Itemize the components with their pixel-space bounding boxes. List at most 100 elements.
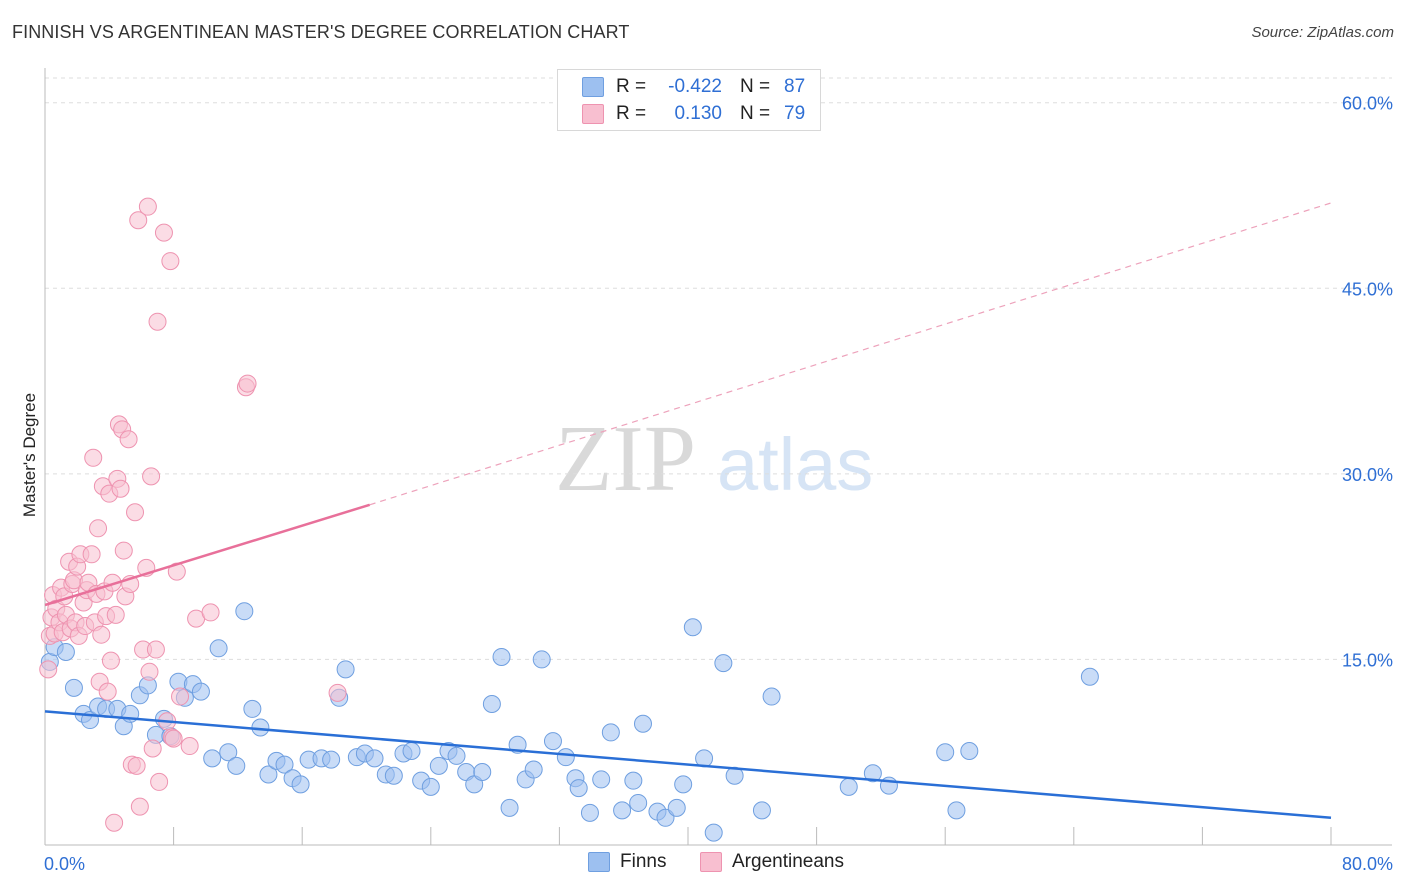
- point-finns: [762, 687, 781, 706]
- watermark-zip: ZIP: [555, 407, 696, 511]
- point-finns: [291, 775, 310, 794]
- point-finns: [704, 823, 723, 842]
- point-argentineans: [161, 252, 180, 271]
- legend-label-argentineans: Argentineans: [732, 851, 844, 872]
- trend-line-argentineans-extension: [369, 202, 1332, 506]
- point-finns: [421, 777, 440, 796]
- point-argentineans: [119, 430, 138, 449]
- point-argentineans: [126, 503, 145, 522]
- point-finns: [322, 750, 341, 769]
- x-tick-label: 80.0%: [1342, 854, 1393, 874]
- point-finns: [429, 756, 448, 775]
- legend-row-finns: R = -0.422 N = 87: [582, 74, 805, 100]
- point-argentineans: [101, 651, 120, 670]
- point-finns: [219, 743, 238, 762]
- series-finns: [40, 602, 1099, 842]
- correlation-legend: R = -0.422 N = 87 R = 0.130 N = 79: [557, 69, 821, 131]
- point-argentineans: [146, 640, 165, 659]
- point-finns: [580, 803, 599, 822]
- point-finns: [569, 779, 588, 798]
- point-argentineans: [106, 605, 125, 624]
- point-finns: [209, 639, 228, 658]
- point-argentineans: [89, 519, 108, 538]
- legend-r-value: -0.422: [668, 76, 722, 97]
- gridlines: [45, 77, 1392, 660]
- chart-title: FINNISH VS ARGENTINEAN MASTER'S DEGREE C…: [12, 22, 630, 42]
- point-argentineans: [201, 603, 220, 622]
- point-finns: [227, 756, 246, 775]
- point-finns: [667, 798, 686, 817]
- y-axis-label: Master's Degree: [20, 393, 39, 517]
- legend-swatch-finns: [582, 77, 604, 97]
- point-finns: [275, 755, 294, 774]
- legend-n-value: 79: [784, 103, 806, 124]
- legend-item-finns[interactable]: Finns: [588, 851, 666, 873]
- point-finns: [543, 732, 562, 751]
- point-finns: [683, 618, 702, 637]
- point-argentineans: [138, 197, 157, 216]
- point-finns: [629, 793, 648, 812]
- trend-lines: [44, 202, 1332, 820]
- point-finns: [500, 798, 519, 817]
- legend-r-label: R =: [616, 76, 647, 97]
- point-finns: [482, 694, 501, 713]
- watermark: ZIP atlas: [555, 407, 873, 511]
- legend-label-finns: Finns: [620, 851, 667, 872]
- legend-item-argentineans[interactable]: Argentineans: [700, 851, 844, 873]
- point-finns: [714, 654, 733, 673]
- point-finns: [524, 760, 543, 779]
- point-finns: [402, 741, 421, 760]
- legend-n-label: N =: [740, 103, 771, 124]
- series-argentineans: [39, 197, 347, 832]
- point-argentineans: [92, 625, 111, 644]
- y-tick-label: 15.0%: [1342, 650, 1393, 670]
- legend-r-label: R =: [616, 103, 647, 124]
- point-argentineans: [114, 541, 133, 560]
- point-finns: [492, 647, 511, 666]
- point-finns: [960, 741, 979, 760]
- y-tick-label: 60.0%: [1342, 94, 1393, 114]
- point-finns: [64, 678, 83, 697]
- point-argentineans: [143, 739, 162, 758]
- legend-r-value: 0.130: [674, 103, 722, 124]
- point-finns: [839, 777, 858, 796]
- legend-swatch-argentineans: [582, 104, 604, 124]
- point-argentineans: [130, 797, 149, 816]
- point-argentineans: [82, 545, 101, 564]
- point-finns: [947, 801, 966, 820]
- point-finns: [1080, 667, 1099, 686]
- axes: [44, 68, 1392, 846]
- tick-labels: 15.0% 30.0% 45.0% 60.0% 0.0% 80.0%: [44, 94, 1393, 874]
- point-argentineans: [171, 687, 190, 706]
- source-label: Source: ZipAtlas.com: [1251, 24, 1394, 41]
- y-tick-label: 30.0%: [1342, 465, 1393, 485]
- point-finns: [624, 771, 643, 790]
- point-finns: [235, 602, 254, 621]
- point-argentineans: [154, 223, 173, 242]
- point-finns: [613, 801, 632, 820]
- point-finns: [532, 650, 551, 669]
- point-finns: [633, 714, 652, 733]
- point-argentineans: [98, 682, 117, 701]
- point-argentineans: [127, 756, 146, 775]
- point-finns: [592, 770, 611, 789]
- point-argentineans: [111, 479, 130, 498]
- trend-line-argentineans: [44, 503, 371, 607]
- trend-line-finns: [44, 710, 1332, 820]
- point-finns: [384, 766, 403, 785]
- point-finns: [203, 749, 222, 768]
- point-finns: [936, 743, 955, 762]
- point-finns: [674, 775, 693, 794]
- point-argentineans: [84, 448, 103, 467]
- watermark-atlas: atlas: [717, 423, 873, 506]
- point-argentineans: [328, 683, 347, 702]
- point-argentineans: [238, 374, 257, 393]
- point-finns: [601, 723, 620, 742]
- point-finns: [863, 764, 882, 783]
- legend-swatch-finns: [588, 852, 610, 872]
- point-finns: [752, 801, 771, 820]
- legend-row-argentineans: R = 0.130 N = 79: [582, 101, 805, 127]
- point-argentineans: [164, 729, 183, 748]
- legend-n-label: N =: [740, 76, 771, 97]
